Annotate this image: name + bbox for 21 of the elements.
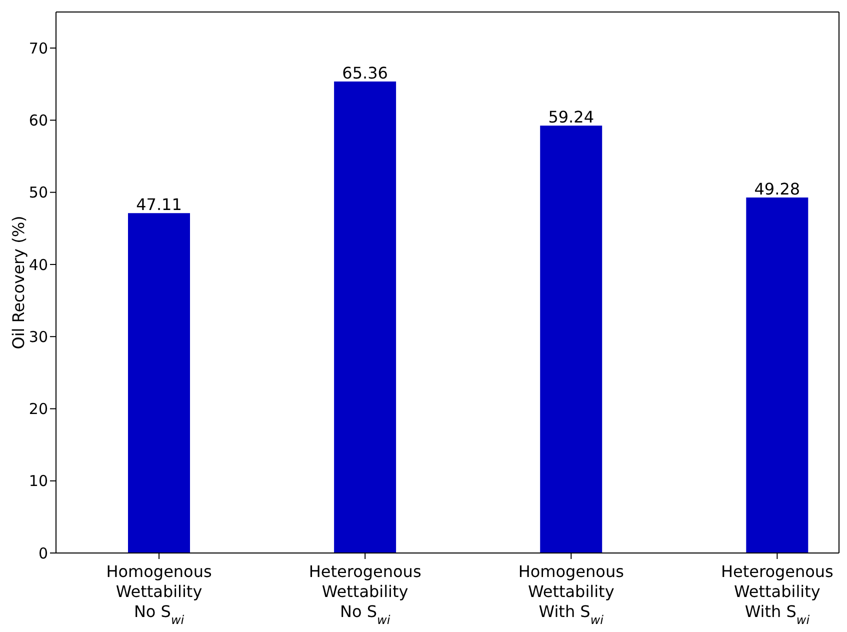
y-tick-label: 50 — [28, 184, 48, 202]
y-tick-label: 30 — [28, 328, 48, 346]
data-label: 47.11 — [136, 195, 182, 214]
data-label: 49.28 — [754, 180, 800, 199]
data-label: 65.36 — [342, 64, 388, 83]
x-tick-label: Homogenous Wettability With S$_{wi}$ — [518, 562, 624, 627]
bar — [128, 213, 190, 553]
bar — [540, 126, 602, 553]
x-tick-label: Homogenous Wettability No S$_{wi}$ — [106, 562, 212, 627]
y-tick-label: 40 — [28, 256, 48, 274]
data-label: 59.24 — [548, 108, 594, 127]
y-tick-label: 10 — [28, 472, 48, 490]
y-tick-label: 70 — [28, 39, 48, 58]
y-axis-title: Oil Recovery (%) — [9, 216, 28, 350]
x-tick-label: Heterogenous Wettability No S$_{wi}$ — [308, 562, 422, 627]
bar — [334, 82, 396, 553]
y-tick-label: 0 — [38, 544, 48, 562]
y-tick-label: 60 — [28, 112, 48, 130]
y-tick-label: 20 — [28, 400, 48, 418]
bar — [746, 198, 808, 553]
x-tick-label: Heterogenous Wettability With S$_{wi}$ — [720, 562, 834, 627]
